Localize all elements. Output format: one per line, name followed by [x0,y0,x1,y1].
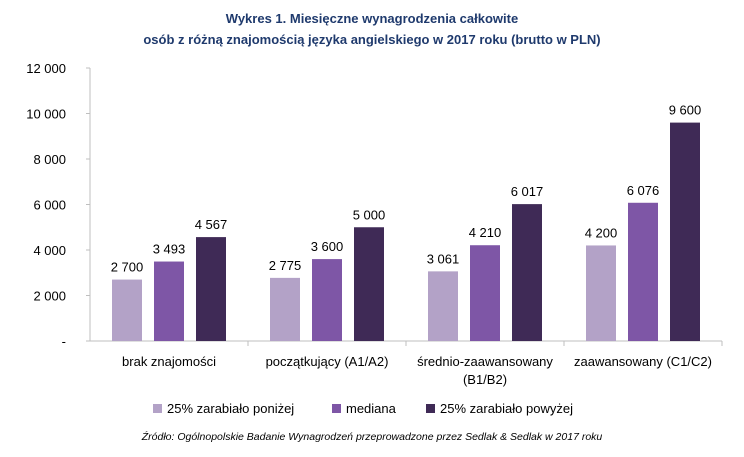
legend-swatch [426,404,435,413]
y-tick-label: 6 000 [33,198,66,213]
y-tick-label: 10 000 [26,107,66,122]
data-label: 3 600 [311,239,344,254]
x-tick-label: brak znajomości [122,354,216,369]
data-label: 3 061 [427,251,460,266]
legend-swatch [153,404,162,413]
data-label: 6 017 [511,184,544,199]
bar [354,227,384,341]
data-label: 3 493 [153,242,186,257]
legend-label: 25% zarabiało poniżej [167,401,294,416]
y-tick-label: 12 000 [26,61,66,76]
x-tick-label: zaawansowany (C1/C2) [574,354,712,369]
bar [670,122,700,341]
bar [586,245,616,341]
chart-title-line-2: osób z różną znajomością języka angielsk… [143,32,601,47]
bar [428,271,458,341]
bar [470,245,500,341]
bar [154,261,184,341]
y-tick-label: - [62,334,66,349]
data-label: 2 700 [111,260,144,275]
data-label: 4 200 [585,225,618,240]
y-tick-label: 8 000 [33,152,66,167]
bar [512,204,542,341]
bar [312,259,342,341]
legend-swatch [332,404,341,413]
bar [196,237,226,341]
bar [112,279,142,341]
data-label: 4 567 [195,217,228,232]
bar [270,277,300,341]
bar [628,202,658,341]
chart-title-line-1: Wykres 1. Miesięczne wynagrodzenia całko… [225,11,519,26]
x-tick-label: początkujący (A1/A2) [266,354,389,369]
data-label: 4 210 [469,225,502,240]
data-label: 2 775 [269,258,302,273]
data-label: 6 076 [627,183,660,198]
x-tick-label: (B1/B2) [463,372,507,387]
legend-label: 25% zarabiało powyżej [440,401,573,416]
data-label: 9 600 [669,103,702,118]
legend-label: mediana [346,401,397,416]
y-tick-label: 2 000 [33,289,66,304]
source-note: Źródło: Ogólnopolskie Badanie Wynagrodze… [141,431,603,443]
data-label: 5 000 [353,207,386,222]
y-tick-label: 4 000 [33,243,66,258]
x-tick-label: średnio-zaawansowany [417,354,553,369]
